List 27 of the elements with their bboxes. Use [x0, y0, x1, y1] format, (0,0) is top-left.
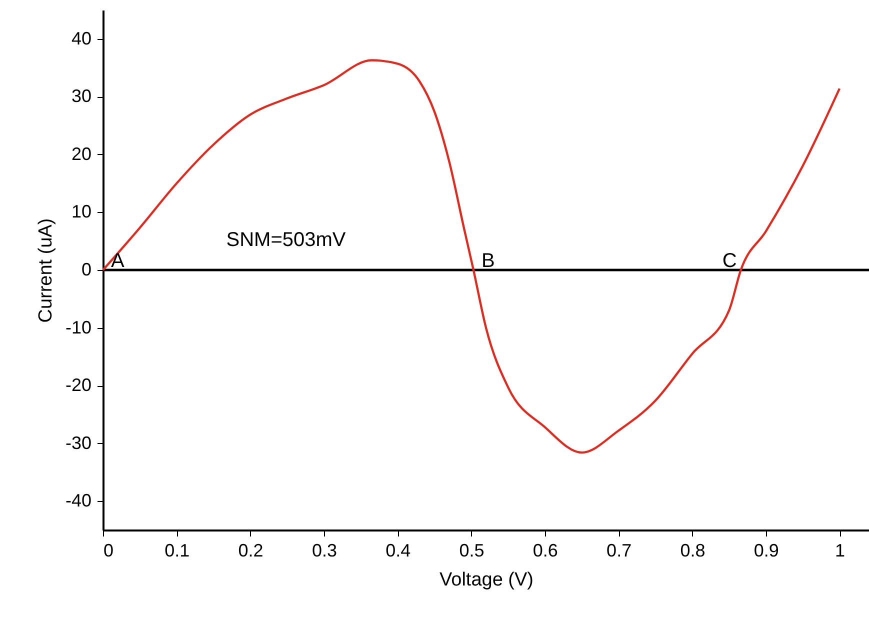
- x-tick-label: 0.4: [386, 540, 411, 560]
- x-tick-label: 1: [835, 540, 846, 560]
- x-tick-label: 0.3: [312, 540, 337, 560]
- x-tick-label: 0.6: [532, 540, 558, 560]
- x-tick-label: 0.2: [238, 540, 264, 560]
- annotation: A: [111, 250, 125, 272]
- x-tick-label: 0.1: [164, 540, 190, 560]
- annotation: SNM=503mV: [226, 229, 346, 251]
- x-tick-label: 0.8: [680, 540, 706, 560]
- x-tick-label: 0: [104, 540, 114, 560]
- y-axis-title: Current (uA): [35, 218, 56, 323]
- annotation: B: [481, 250, 495, 272]
- x-tick-label: 0.5: [459, 540, 484, 560]
- x-tick-label: 0.9: [754, 540, 779, 560]
- y-tick-label: 30: [71, 86, 92, 106]
- y-tick-label: 0: [81, 260, 92, 280]
- x-axis-title: Voltage (V): [440, 570, 534, 590]
- y-tick-label: 10: [71, 202, 92, 222]
- x-tick-label: 0.7: [606, 540, 632, 560]
- y-tick-label: 40: [71, 28, 92, 48]
- y-tick-label: -20: [65, 375, 92, 396]
- line-series: [102, 59, 841, 454]
- y-tick-label: 20: [71, 144, 92, 164]
- annotation: C: [722, 250, 737, 272]
- y-tick-label: -10: [65, 317, 92, 338]
- y-tick-label: -30: [65, 432, 92, 453]
- y-tick-label: -40: [65, 490, 92, 511]
